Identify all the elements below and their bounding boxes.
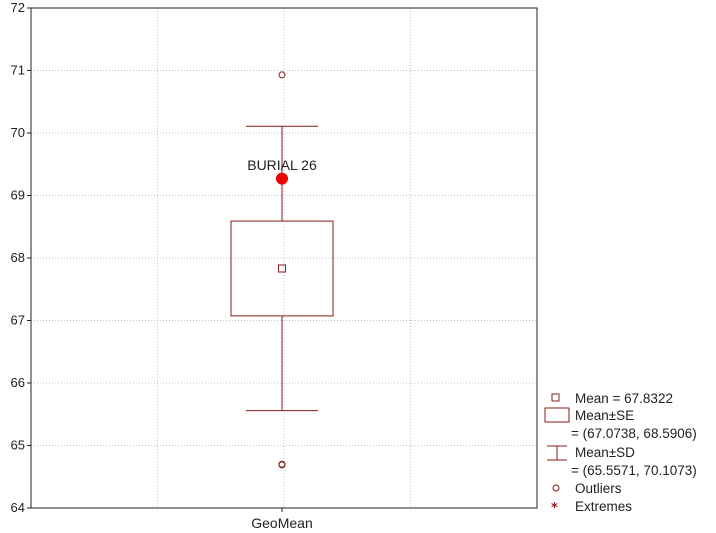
y-tick-label: 69: [11, 188, 25, 203]
legend-se-symbol: [544, 407, 570, 423]
se-box: [230, 220, 334, 317]
y-tick-label: 71: [11, 63, 25, 78]
y-axis-ticks: 64 65 66 67 68 69 70 71 72: [11, 0, 283, 515]
legend-mean-text: Mean = 67.8322: [575, 391, 673, 406]
y-tick-label: 67: [11, 313, 25, 328]
y-tick-label: 66: [11, 375, 25, 390]
y-tick-label: 70: [11, 125, 25, 140]
outlier-point: [278, 71, 286, 79]
legend-extremes-text: Extremes: [575, 499, 632, 514]
y-tick-label: 64: [11, 500, 25, 515]
legend-se-title: Mean±SE: [575, 408, 634, 423]
legend-sd-range: = (65.5571, 70.1073): [571, 463, 697, 478]
grid-lines: [31, 8, 537, 508]
legend-extreme-symbol: *: [551, 501, 558, 516]
highlight-label: BURIAL 26: [247, 157, 317, 173]
highlight-point: [276, 172, 288, 185]
y-tick-label: 65: [11, 438, 25, 453]
mean-marker: [278, 264, 286, 273]
legend-sd-symbol: [547, 445, 567, 461]
box-plot-marks: [230, 71, 334, 469]
y-tick-label: 68: [11, 250, 25, 265]
legend-sd-title: Mean±SD: [575, 445, 635, 460]
legend-mean-symbol: [551, 393, 560, 402]
legend-outliers-text: Outliers: [575, 481, 622, 496]
legend-outlier-symbol: [552, 484, 560, 492]
outlier-point: [278, 461, 286, 469]
y-tick-label: 72: [11, 0, 25, 15]
legend-se-range: = (67.0738, 68.5906): [571, 426, 697, 441]
legend: Mean = 67.8322 Mean±SE = (67.0738, 68.59…: [544, 391, 697, 516]
x-axis-label: GeoMean: [251, 515, 312, 531]
